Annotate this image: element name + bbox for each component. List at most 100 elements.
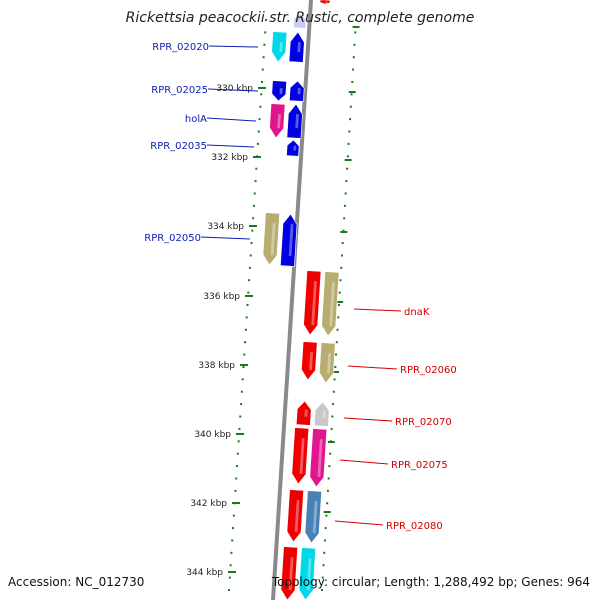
map-title: Rickettsia peacockii str. Rustic, comple…: [125, 10, 475, 26]
ruler-dot-right: [343, 217, 346, 220]
ruler-dot-right: [330, 427, 333, 430]
ruler-dot-left: [240, 403, 243, 406]
ruler-dot-right: [336, 328, 339, 331]
ruler-dot-right: [325, 514, 328, 517]
gene-arrow-shine: [299, 438, 305, 475]
ruler-dot-right: [331, 415, 334, 418]
ruler-dot-right: [335, 353, 338, 356]
ruler-dot-left: [228, 576, 231, 579]
ruler-dot-right: [337, 316, 340, 319]
gene-arrow: [280, 546, 298, 601]
gene-label-right: RPR_02075: [391, 460, 448, 471]
ruler-dot-left: [264, 31, 267, 34]
ruler-dot-right: [329, 452, 332, 455]
ruler-label: 336 kbp: [203, 292, 240, 302]
ruler-dot-left: [253, 192, 256, 195]
ruler-label: 340 kbp: [194, 430, 231, 440]
ruler-dot-right: [346, 167, 349, 170]
gene-arrow: [309, 428, 328, 488]
ruler-dot-right: [323, 539, 326, 542]
ruler-dot-left: [232, 514, 235, 517]
gene-label-left: RPR_02025: [151, 85, 208, 96]
leader-line: [208, 45, 259, 48]
ruler-dot-left: [230, 551, 233, 554]
ruler-dot-right: [335, 341, 338, 344]
leader-line: [353, 308, 402, 312]
ruler-dot-left: [245, 316, 248, 319]
gene-arrow: [301, 341, 318, 381]
ruler-dot-left: [256, 142, 259, 145]
ruler-label: 342 kbp: [190, 499, 227, 509]
ruler-dot-left: [235, 477, 238, 480]
ruler-dot-left: [263, 43, 266, 46]
ruler-dot-left: [246, 304, 249, 306]
ruler-dot-right: [346, 155, 349, 158]
gene-arrow: [286, 139, 300, 157]
gene-arrow: [321, 271, 340, 337]
gene-label-right: RPR_02060: [400, 365, 457, 376]
leader-line: [334, 520, 384, 526]
gene-arrow: [286, 103, 303, 139]
ruler-dot-left: [243, 353, 246, 356]
ruler-dot-right: [351, 80, 354, 83]
gene-arrow-shine: [327, 353, 332, 374]
ruler-label: 332 kbp: [211, 153, 248, 163]
gene-label-left: RPR_02050: [144, 233, 201, 244]
ruler-dot-left: [234, 489, 237, 492]
leader-line: [200, 236, 251, 240]
ruler-dot-right: [349, 105, 352, 108]
gene-label-right: dnaK: [404, 307, 430, 318]
gene-arrow: [271, 31, 288, 63]
gene-arrow-shine: [322, 410, 326, 418]
ruler-dot-left: [248, 266, 251, 269]
ruler-dot-right: [353, 43, 356, 46]
gene-arrow: [288, 31, 305, 63]
ruler-dot-left: [261, 68, 264, 71]
leader-line: [206, 144, 255, 148]
ruler-dot-left: [251, 229, 254, 232]
ruler-dot-left: [248, 279, 251, 282]
topology-summary: Topology: circular; Length: 1,288,492 bp…: [271, 575, 590, 589]
ruler-dot-left: [242, 365, 245, 368]
gene-arrow: [319, 0, 331, 5]
gene-label-right: RPR_02080: [386, 521, 443, 532]
ruler-dot-right: [355, 19, 357, 21]
gene-arrow-shine: [312, 501, 318, 534]
gene-label-left: RPR_02035: [150, 141, 207, 152]
ruler-dot-left: [247, 291, 250, 294]
ruler-dot-right: [327, 477, 330, 480]
ruler-dot-left: [236, 465, 239, 468]
gene-arrow: [280, 213, 298, 267]
ruler-dot-right: [348, 130, 351, 133]
gene-label-right: RPR_02070: [395, 417, 452, 428]
ruler-dot-right: [328, 465, 331, 468]
leader-line: [347, 365, 398, 370]
gene-arrow: [304, 490, 322, 544]
gene-arrow-shine: [279, 42, 283, 53]
ruler-dot-left: [237, 440, 240, 443]
ruler-dot-left: [252, 217, 255, 220]
gene-arrow-shine: [304, 409, 308, 417]
ruler-dot-right: [349, 118, 352, 121]
gene-arrow: [271, 80, 287, 102]
topology-text: Topology: circular; Length: 1,288,492 bp…: [272, 575, 590, 589]
ruler-dot-right: [340, 254, 343, 257]
ruler-dot-left: [229, 564, 232, 567]
ruler-dot-right: [344, 192, 347, 195]
leader-line: [339, 459, 389, 465]
ruler-label: 334 kbp: [207, 222, 244, 232]
ruler-label: 330 kbp: [216, 84, 253, 94]
gene-arrow-shine: [297, 42, 301, 53]
gene-arrow-shine: [300, 18, 304, 24]
ruler-dot-left: [236, 452, 239, 455]
ruler-dot-right: [321, 576, 324, 579]
gene-arrow: [313, 401, 330, 427]
ruler-label: 344 kbp: [186, 568, 223, 578]
ruler-dot-right: [326, 489, 329, 492]
ruler-label: 338 kbp: [198, 361, 235, 371]
gene-arrow: [291, 427, 310, 485]
ruler-dot-left: [265, 19, 267, 21]
gene-label-left: RPR_02020: [152, 42, 209, 53]
